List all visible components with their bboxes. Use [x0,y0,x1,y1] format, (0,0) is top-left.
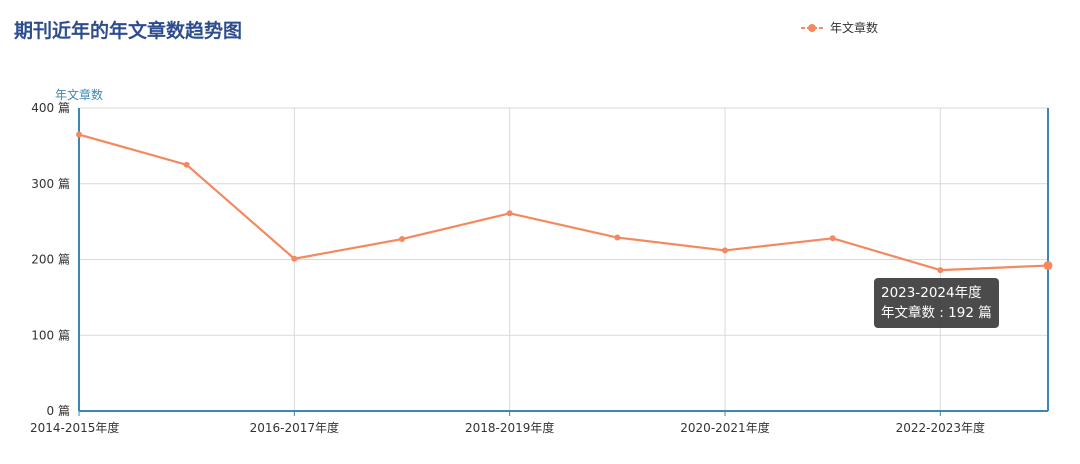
y-tick-label: 400 篇 [31,100,70,115]
data-point [614,234,621,241]
tooltip-series-name: 年文章数 [881,305,935,321]
data-point [937,267,944,274]
y-tick-label: 300 篇 [31,176,70,191]
tooltip-value: 192 篇 [948,305,992,321]
data-point [829,235,836,242]
y-tick-label: 100 篇 [31,327,70,342]
x-tick-label: 2022-2023年度 [896,420,985,435]
y-axis-label: 年文章数 [55,87,103,102]
x-tick-label: 2014-2015年度 [30,420,119,435]
tooltip-separator: : [935,305,949,321]
data-point [399,236,405,243]
data-point [506,210,513,217]
x-tick-label: 2018-2019年度 [465,420,554,435]
chart-title: 期刊近年的年文章数趋势图 [14,20,243,42]
x-tick-label: 2016-2017年度 [250,420,339,435]
series-line [78,133,1049,272]
data-point [722,247,728,254]
tooltip-category: 2023-2024年度 [881,285,982,301]
data-point [291,255,298,262]
data-point [1043,261,1053,271]
legend-label: 年文章数 [830,21,879,35]
data-point [76,131,82,138]
legend-line-marker-icon [801,23,823,32]
x-tick-label: 2020-2021年度 [680,420,769,435]
y-tick-label: 200 篇 [31,252,70,267]
data-point [183,161,190,168]
legend-item[interactable]: 年文章数 [800,19,878,36]
y-tick-label: 0 篇 [47,403,70,418]
tooltip-value-row: 年文章数 : 192 篇 [881,303,992,323]
data-tooltip: 2023-2024年度 年文章数 : 192 篇 [874,278,999,328]
